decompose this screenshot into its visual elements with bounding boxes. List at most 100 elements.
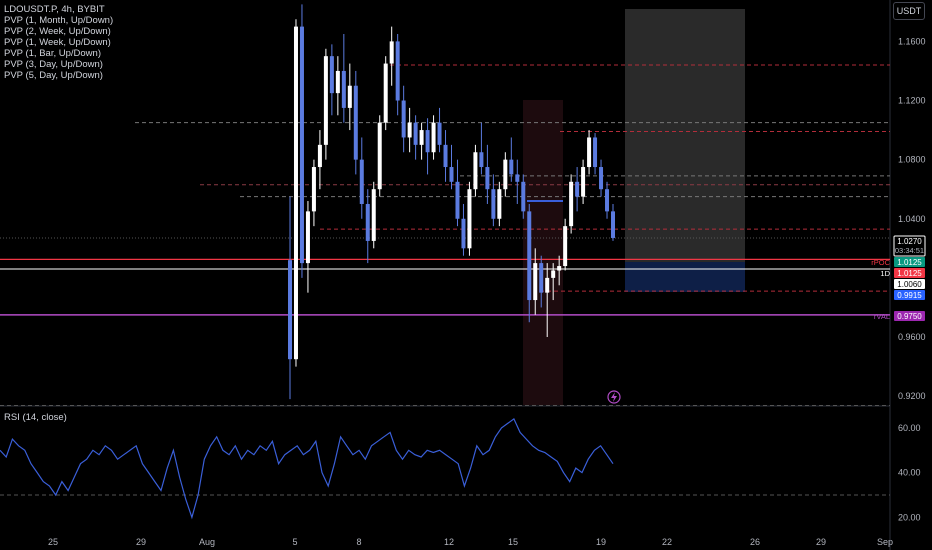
candle [389, 26, 394, 86]
price-tick-label: 1.0800 [898, 155, 926, 165]
rsi-legend[interactable]: RSI (14, close) [4, 412, 67, 423]
candle-body [461, 218, 466, 249]
candle [407, 107, 412, 153]
level-label: 1D [880, 269, 890, 278]
candle [599, 159, 604, 197]
price-badge-value: 1.0125 [897, 258, 922, 267]
candle [581, 159, 586, 204]
candlestick-series [288, 4, 615, 400]
candle [449, 144, 454, 190]
rsi-panel [0, 405, 890, 520]
candle [605, 181, 610, 219]
candle-body [383, 63, 388, 123]
target-zone [625, 9, 745, 262]
candle [335, 56, 340, 116]
candle-body [611, 211, 615, 238]
indicator-pvp-5-day[interactable]: PVP (5, Day, Up/Down) [4, 70, 103, 81]
price-badge [894, 311, 925, 321]
indicator-pvp-3-day[interactable]: PVP (3, Day, Up/Down) [4, 59, 103, 70]
candle [413, 115, 418, 160]
indicator-pvp-2-week[interactable]: PVP (2, Week, Up/Down) [4, 26, 111, 37]
price-axis[interactable]: 1.1600 1.1200 1.0800 1.0400 0.9600 0.9200 60.0… [898, 36, 926, 522]
candle-body [288, 260, 292, 360]
candle-body [377, 122, 382, 190]
time-axis[interactable]: 25 29 Aug 5 8 12 15 19 22 26 29 Sep [48, 537, 893, 547]
candle [551, 263, 556, 301]
candle-body [551, 270, 556, 278]
chart-extras [607, 390, 621, 404]
candle [425, 118, 430, 175]
time-tick-label: 8 [356, 537, 361, 547]
candle-body [365, 203, 370, 241]
price-tick-label: 0.9200 [898, 391, 926, 401]
candle-body [467, 189, 472, 249]
candle [497, 181, 502, 227]
price-badge [894, 290, 925, 300]
candle-body [371, 189, 376, 241]
candle-body [443, 144, 448, 168]
candle [353, 70, 358, 175]
candle-body [497, 189, 502, 219]
candle-body [545, 277, 550, 293]
candle-body [533, 263, 538, 301]
indicator-pvp-1-bar[interactable]: PVP (1, Bar, Up/Down) [4, 48, 101, 59]
candle [503, 152, 508, 197]
candle [395, 33, 400, 116]
price-badge-value: 0.9915 [897, 291, 922, 300]
candle-body [449, 167, 454, 182]
indicator-pvp-1-month[interactable]: PVP (1, Month, Up/Down) [4, 15, 114, 26]
candle [341, 33, 346, 123]
candle [593, 133, 598, 175]
candle-body [593, 137, 598, 168]
candle-body [605, 189, 610, 212]
candle-body [413, 122, 418, 145]
rsi-tick-label: 20.00 [898, 512, 921, 522]
candle-body [329, 56, 334, 94]
time-tick-label: 12 [444, 537, 454, 547]
currency-button[interactable]: USDT [893, 2, 925, 20]
candle [461, 203, 466, 256]
candle-body [359, 159, 364, 204]
price-tick-label: 0.9600 [898, 332, 926, 342]
candle-body [425, 130, 430, 153]
highlight-zones [0, 0, 891, 550]
candle [371, 181, 376, 249]
price-badge-value: 1.0270 [897, 237, 922, 246]
candle [455, 159, 460, 227]
indicator-pvp-1-week[interactable]: PVP (1, Week, Up/Down) [4, 37, 111, 48]
candle [467, 181, 472, 256]
time-tick-label: 29 [816, 537, 826, 547]
candle-body [311, 167, 316, 212]
candle-body [479, 152, 484, 168]
time-tick-label: 26 [750, 537, 760, 547]
candle-body [317, 144, 322, 168]
candle-body [431, 122, 436, 153]
price-badge-countdown: 03:34:51 [895, 246, 924, 255]
candle [479, 122, 484, 175]
time-tick-label: 22 [662, 537, 672, 547]
time-tick-label: Sep [877, 537, 893, 547]
price-badge [893, 235, 926, 257]
lightning-icon [607, 390, 621, 404]
candle [377, 115, 382, 197]
candle-body [347, 85, 352, 108]
candle-body [341, 70, 346, 108]
candle [491, 174, 496, 227]
candle-body [473, 152, 478, 190]
price-levels [0, 64, 890, 316]
candle-body [569, 181, 574, 227]
level-label: rVAL [874, 312, 890, 321]
price-badge-value: 1.0060 [897, 280, 922, 289]
time-tick-label: 29 [136, 537, 146, 547]
candle-body [395, 41, 400, 101]
candle [587, 130, 592, 175]
candle-body [485, 167, 490, 190]
candle [611, 203, 615, 241]
symbol-title[interactable]: LDOUSDT.P, 4h, BYBIT [4, 4, 105, 15]
candle [437, 107, 442, 153]
candle-body [599, 167, 604, 190]
candle [521, 174, 526, 219]
candle [431, 115, 436, 160]
